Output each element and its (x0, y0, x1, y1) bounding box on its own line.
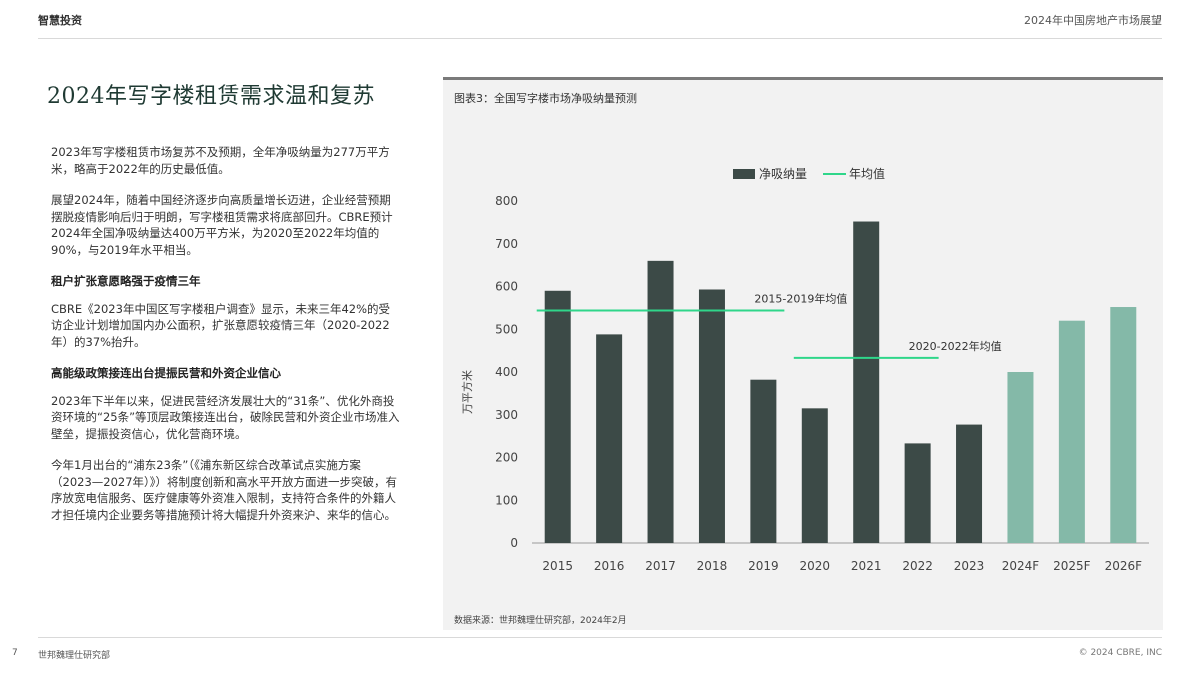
bar-2017 (647, 260, 674, 543)
bar-2016 (596, 334, 623, 543)
x-tick-label: 2016 (594, 559, 625, 573)
subheading-tenant-expansion: 租户扩张意愿略强于疫情三年 (51, 274, 201, 288)
y-tick-label: 500 (495, 322, 518, 336)
body-text: 2023年写字楼租赁市场复苏不及预期，全年净吸纳量为277万平方米，略高于202… (51, 144, 401, 538)
chart-title: 图表3：全国写字楼市场净吸纳量预测 (454, 92, 637, 105)
y-tick-label: 0 (510, 536, 518, 550)
footer-copyright: © 2024 CBRE, INC (1078, 648, 1162, 658)
bar-2023 (956, 424, 983, 543)
page-number: 7 (12, 648, 18, 658)
bar-2020 (801, 408, 828, 543)
legend-bar-swatch (733, 169, 755, 179)
report-title: 2024年中国房地产市场展望 (1024, 14, 1162, 27)
paragraph-2: 展望2024年，随着中国经济逐步向高质量增长迈进，企业经营预期摆脱疫情影响后归于… (51, 193, 393, 257)
x-tick-label: 2023 (954, 559, 985, 573)
y-tick-label: 400 (495, 365, 518, 379)
x-tick-label: 2019 (748, 559, 779, 573)
average-line-label-2: 2020-2022年均值 (909, 339, 1002, 353)
average-line-label-1: 2015-2019年均值 (754, 291, 847, 305)
y-tick-label: 800 (495, 194, 518, 208)
paragraph-3: CBRE《2023年中国区写字楼租户调查》显示，未来三年42%的受访企业计划增加… (51, 301, 391, 349)
y-tick-label: 100 (495, 493, 518, 507)
x-tick-label: 2017 (645, 559, 676, 573)
bar-2015 (544, 290, 571, 543)
y-tick-label: 300 (495, 408, 518, 422)
bar-2022 (904, 443, 931, 543)
paragraph-1: 2023年写字楼租赁市场复苏不及预期，全年净吸纳量为277万平方米，略高于202… (51, 145, 390, 176)
bar-2018 (698, 289, 725, 543)
x-tick-label: 2020 (800, 559, 831, 573)
bar-2024F (1007, 372, 1034, 543)
subheading-policy: 高能级政策接连出台提振民营和外资企业信心 (51, 366, 281, 380)
bar-2026F (1110, 307, 1137, 543)
y-tick-label: 600 (495, 280, 518, 294)
paragraph-5: 今年1月出台的“浦东23条”（《浦东新区综合改革试点实施方案（2023—2027… (51, 458, 398, 522)
x-tick-label: 2021 (851, 559, 882, 573)
x-tick-label: 2024F (1002, 559, 1040, 573)
footer-org: 世邦魏理仕研究部 (38, 651, 111, 661)
brand-label: 智慧投资 (38, 14, 82, 27)
paragraph-4: 2023年下半年以来，促进民营经济发展壮大的“31条”、优化外商投资环境的“25… (51, 393, 400, 441)
x-tick-label: 2018 (697, 559, 728, 573)
net-absorption-chart: 0 100 200 300 400 500 600 700 800 万平方米 2015 2016 201… (460, 166, 1149, 573)
x-tick-label: 2026F (1105, 559, 1143, 573)
page-title: 2024年写字楼租赁需求温和复苏 (47, 84, 375, 109)
x-tick-label: 2015 (542, 559, 573, 573)
y-tick-label: 700 (495, 237, 518, 251)
y-axis-label: 万平方米 (460, 370, 474, 414)
y-tick-label: 200 (495, 451, 518, 465)
chart-source: 数据来源：世邦魏理仕研究部，2024年2月 (454, 616, 627, 626)
top-bar: 智慧投资 2024年中国房地产市场展望 (38, 0, 1162, 39)
bar-2019 (750, 379, 777, 543)
legend-line-label: 年均值 (849, 166, 885, 181)
legend-bar-label: 净吸纳量 (759, 167, 807, 181)
x-tick-label: 2022 (902, 559, 933, 573)
bar-2021 (853, 221, 880, 543)
x-tick-label: 2025F (1053, 559, 1091, 573)
bar-2025F (1058, 320, 1085, 543)
chart-panel: 图表3：全国写字楼市场净吸纳量预测 0 100 200 300 400 500 600 700… (443, 77, 1163, 630)
bottom-bar (38, 637, 1162, 638)
